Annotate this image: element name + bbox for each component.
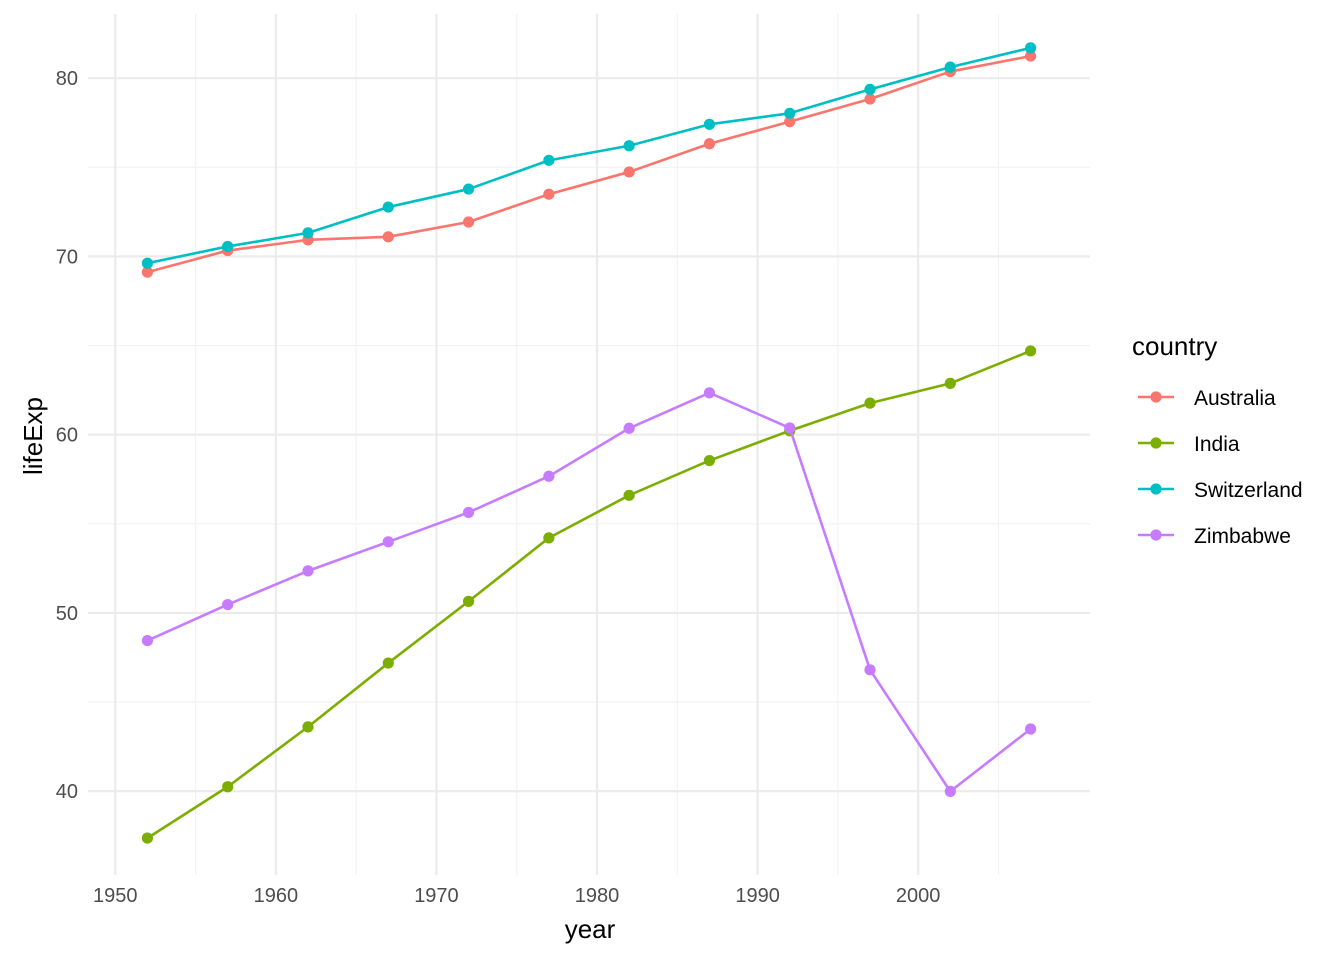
legend-item-switzerland: Switzerland [1138, 479, 1303, 502]
legend-items: Australia India Switzerland Zimbabwe [1138, 387, 1303, 548]
y-tick-label: 60 [56, 425, 78, 447]
data-point-india [141, 832, 154, 844]
data-point-australia [623, 166, 635, 178]
y-tick-label: 40 [56, 781, 78, 803]
data-point-switzerland [703, 118, 716, 130]
legend-label: Zimbabwe [1194, 525, 1291, 548]
data-point-india [382, 657, 394, 669]
data-point-india [1024, 345, 1037, 357]
data-point-zimbabwe [784, 422, 796, 434]
y-axis-ticks: 40 50 60 70 80 [56, 68, 78, 803]
data-point-switzerland [382, 201, 394, 213]
y-axis-title: lifeExp [18, 397, 48, 475]
data-point-zimbabwe [462, 506, 475, 519]
data-point-australia [784, 116, 796, 128]
data-point-india [302, 721, 314, 733]
legend-label: Switzerland [1194, 479, 1303, 502]
data-point-switzerland [784, 107, 796, 119]
y-tick-label: 80 [56, 68, 78, 90]
data-point-zimbabwe [703, 387, 716, 399]
series-line-zimbabwe [146, 391, 1032, 793]
legend-item-australia: Australia [1138, 387, 1276, 410]
data-point-switzerland [623, 140, 635, 152]
data-point-switzerland [462, 183, 475, 195]
data-point-zimbabwe [944, 785, 956, 797]
data-point-zimbabwe [382, 536, 394, 548]
series-line-australia [147, 54, 1031, 274]
data-point-zimbabwe [302, 565, 314, 577]
legend-item-india: India [1138, 433, 1240, 456]
data-point-switzerland [944, 61, 956, 73]
legend-key-point [1150, 529, 1162, 541]
data-point-zimbabwe [864, 664, 876, 676]
data-point-australia [141, 266, 154, 278]
series-india [141, 345, 1037, 844]
x-tick-label: 1970 [414, 885, 459, 907]
x-tick-label: 1980 [575, 885, 620, 907]
x-axis-ticks: 1950 1960 1970 1980 1990 2000 [93, 885, 940, 907]
data-point-switzerland [1024, 42, 1037, 54]
data-point-zimbabwe [222, 598, 234, 611]
legend-title: country [1132, 331, 1217, 361]
data-point-australia [703, 138, 716, 150]
series-layer [141, 42, 1037, 844]
legend: country Australia India Switzerland Zimbabw… [1132, 331, 1303, 548]
series-line-switzerland [147, 46, 1031, 265]
data-point-india [462, 595, 475, 607]
series-switzerland [141, 42, 1037, 269]
x-axis-title: year [565, 914, 616, 944]
data-point-zimbabwe [623, 422, 635, 434]
data-point-zimbabwe [141, 634, 154, 647]
series-line-india [146, 349, 1032, 840]
data-point-australia [382, 231, 394, 243]
data-point-switzerland [864, 83, 876, 96]
x-tick-label: 2000 [896, 885, 941, 907]
minor-grid [88, 14, 1090, 875]
data-point-switzerland [543, 154, 555, 166]
data-point-zimbabwe [543, 470, 555, 482]
data-point-australia [462, 216, 475, 228]
legend-label: Australia [1194, 387, 1276, 410]
data-point-india [944, 377, 956, 389]
y-tick-label: 50 [56, 603, 78, 625]
data-point-india [222, 781, 234, 793]
y-tick-label: 70 [56, 246, 78, 268]
data-point-switzerland [222, 240, 234, 253]
legend-label: India [1194, 433, 1240, 456]
data-point-australia [543, 188, 555, 200]
x-tick-label: 1950 [93, 885, 138, 907]
data-point-india [864, 397, 876, 409]
series-zimbabwe [141, 387, 1037, 797]
legend-key-point [1150, 483, 1162, 495]
data-point-australia [864, 93, 876, 105]
data-point-india [703, 454, 716, 467]
data-point-india [543, 532, 555, 544]
data-point-australia [1024, 50, 1037, 62]
data-point-switzerland [141, 257, 154, 269]
legend-item-zimbabwe: Zimbabwe [1138, 525, 1291, 548]
data-point-switzerland [302, 227, 314, 239]
legend-key-point [1150, 391, 1162, 403]
data-point-india [623, 489, 635, 501]
x-tick-label: 1990 [735, 885, 780, 907]
legend-key-point [1150, 437, 1162, 449]
major-grid [88, 14, 1090, 875]
data-point-zimbabwe [1024, 723, 1037, 735]
x-tick-label: 1960 [254, 885, 299, 907]
